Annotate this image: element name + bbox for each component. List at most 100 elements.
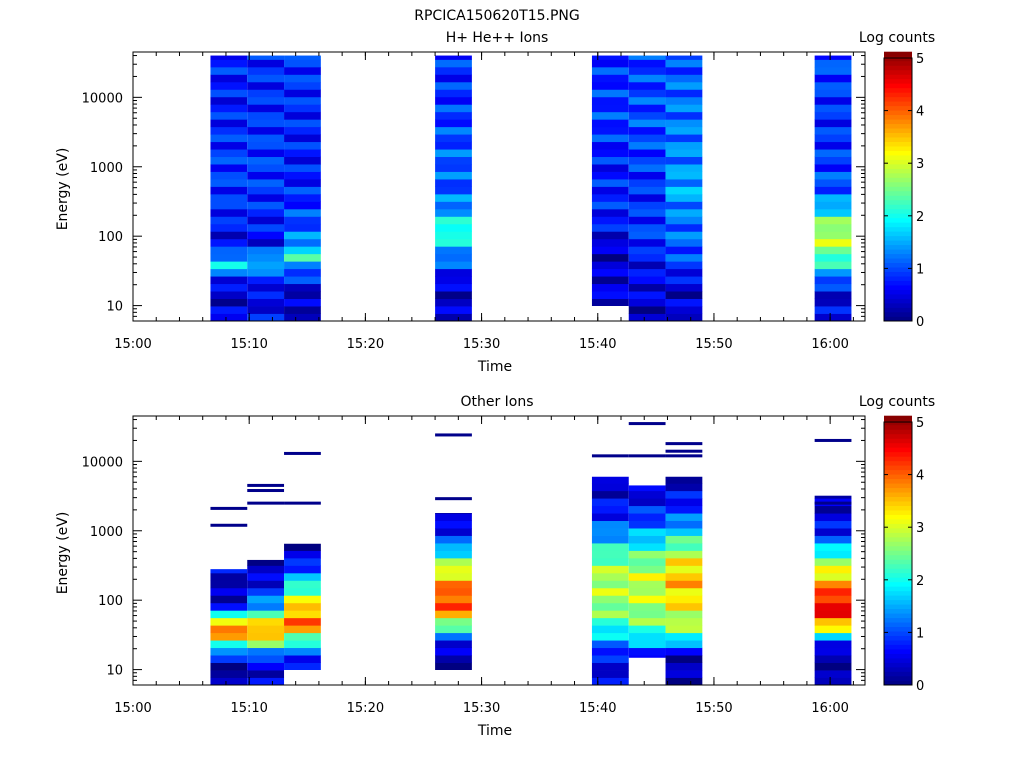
colorbar-segment <box>884 213 912 219</box>
energy-bin <box>210 208 248 217</box>
energy-bin <box>210 655 248 663</box>
energy-bin <box>435 298 472 307</box>
energy-bin <box>591 513 629 522</box>
colorbar-segment <box>884 420 912 426</box>
energy-bin <box>814 193 852 202</box>
energy-bin <box>284 223 321 232</box>
colorbar-segment <box>884 563 912 569</box>
colorbar-segment <box>884 478 912 484</box>
energy-bin <box>210 186 248 195</box>
energy-bin <box>247 89 285 98</box>
energy-bin <box>665 655 703 663</box>
energy-bin <box>435 557 472 566</box>
energy-bin <box>628 223 666 232</box>
energy-bin <box>591 543 629 551</box>
colorbar-segment <box>884 208 912 214</box>
colorbar-segment <box>884 275 912 281</box>
energy-bin <box>591 96 629 105</box>
energy-bin <box>284 261 321 270</box>
colorbar-segment <box>884 482 912 489</box>
energy-bin <box>435 625 472 634</box>
energy-bin <box>210 119 248 128</box>
energy-bin <box>284 246 321 255</box>
spectrum-column <box>628 422 666 658</box>
energy-bin <box>665 291 703 299</box>
colorbar-segment <box>884 612 912 619</box>
energy-bin <box>247 231 285 240</box>
colorbar-segment <box>884 244 912 250</box>
energy-bin <box>210 261 248 270</box>
energy-bin <box>284 313 321 322</box>
energy-bin <box>210 610 248 619</box>
energy-bin <box>247 156 285 165</box>
sparse-count-line <box>247 501 285 505</box>
energy-bin <box>591 587 629 596</box>
energy-bin <box>665 602 703 611</box>
energy-bin <box>210 580 248 589</box>
energy-bin <box>665 119 703 128</box>
colorbar-segment <box>884 181 912 187</box>
colorbar-segment <box>884 177 912 183</box>
energy-bin <box>665 261 703 270</box>
colorbar-segment <box>884 438 912 444</box>
energy-bin <box>591 261 629 270</box>
energy-bin <box>435 520 472 529</box>
colorbar-tick-label: 4 <box>916 105 924 120</box>
colorbar-segment <box>884 653 912 659</box>
sparse-count-line <box>665 449 703 453</box>
energy-bin <box>591 276 629 285</box>
energy-bin <box>247 134 285 143</box>
energy-bin <box>284 253 321 262</box>
energy-bin <box>814 89 852 98</box>
colorbar-segment <box>884 92 912 98</box>
colorbar-segment <box>884 509 912 515</box>
colorbar-segment <box>884 217 912 223</box>
energy-bin <box>814 283 852 292</box>
energy-bin <box>628 313 666 322</box>
colorbar-segment <box>884 262 912 268</box>
energy-bin <box>591 81 629 90</box>
colorbar-segment <box>884 572 912 578</box>
energy-bin <box>210 171 248 180</box>
energy-bin <box>814 126 852 135</box>
x-axis-label-h-he-ions: Time <box>477 359 512 375</box>
energy-bin <box>210 670 248 678</box>
colorbar-segment <box>884 518 912 524</box>
energy-bin <box>628 291 666 299</box>
energy-bin <box>628 231 666 240</box>
energy-bin <box>247 276 285 285</box>
energy-bin <box>247 74 285 83</box>
x-tick-label: 15:40 <box>579 701 616 716</box>
sparse-count-line <box>665 442 703 446</box>
energy-bin <box>284 55 321 60</box>
energy-bin <box>284 595 321 604</box>
energy-bin <box>665 186 703 195</box>
energy-bin <box>284 298 321 307</box>
colorbar-segment <box>884 635 912 641</box>
energy-bin <box>247 565 285 574</box>
energy-bin <box>628 640 666 649</box>
colorbar-tick-label: 2 <box>916 210 924 225</box>
colorbar-tick-label: 3 <box>916 157 924 172</box>
energy-bin <box>591 640 629 649</box>
energy-bin <box>247 208 285 217</box>
x-tick-label: 15:10 <box>230 701 267 716</box>
energy-bin <box>247 291 285 299</box>
energy-bin <box>665 55 703 60</box>
colorbar-segment <box>884 78 912 84</box>
energy-bin <box>284 662 321 670</box>
energy-bin <box>628 104 666 113</box>
energy-bin <box>591 223 629 232</box>
colorbar-segment <box>884 648 912 654</box>
energy-bin <box>628 119 666 128</box>
energy-bin <box>628 595 666 604</box>
energy-bin <box>628 625 666 634</box>
energy-bin <box>435 602 472 611</box>
energy-bin <box>435 246 472 255</box>
energy-bin <box>210 111 248 120</box>
energy-bin <box>814 55 852 60</box>
energy-bin <box>814 171 852 180</box>
energy-bin <box>284 557 321 566</box>
energy-bin <box>284 59 321 68</box>
energy-bin <box>284 632 321 641</box>
